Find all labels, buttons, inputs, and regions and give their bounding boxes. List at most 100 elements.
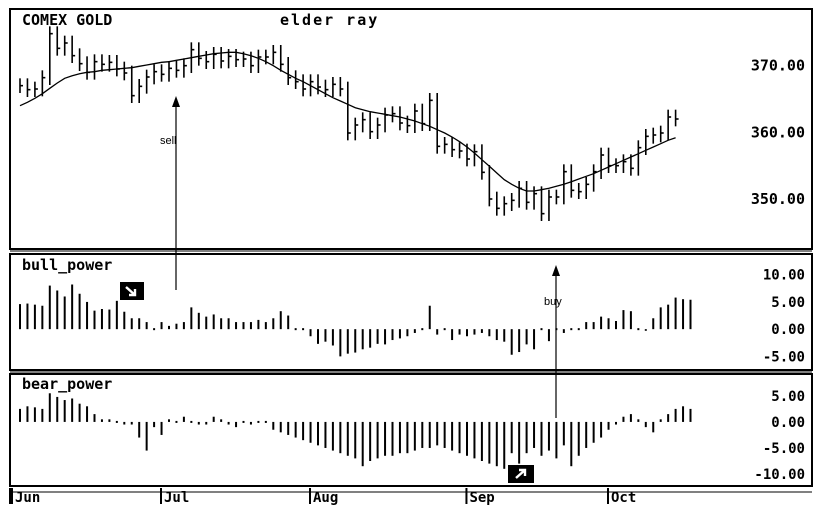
price-bar — [56, 26, 61, 56]
price-bar — [600, 147, 605, 179]
price-bar — [630, 154, 634, 176]
price-bar — [116, 55, 120, 77]
buy-arrow-head — [552, 265, 560, 276]
price-bar — [41, 70, 46, 97]
price-bar — [585, 177, 590, 199]
price-bar — [279, 45, 284, 72]
price-panel-subtitle: elder ray — [280, 11, 379, 29]
ma-line — [19, 51, 676, 192]
price-bar — [607, 147, 612, 173]
price-bar — [674, 109, 679, 127]
price-bar — [26, 78, 31, 97]
y-tick-label: 10.00 — [763, 268, 805, 284]
price-bar — [294, 70, 299, 89]
price-bar — [473, 144, 478, 167]
sell-signal-icon — [120, 282, 144, 300]
price-bar — [160, 64, 165, 82]
bear-panel-title: bear_power — [22, 375, 112, 393]
price-bar — [533, 186, 538, 210]
price-bar — [108, 55, 113, 72]
price-bar — [34, 81, 38, 97]
price-bar — [198, 42, 202, 66]
price-bar — [384, 107, 389, 133]
y-tick-label: 5.00 — [771, 295, 805, 311]
price-bar — [145, 69, 150, 94]
price-bar — [361, 112, 366, 133]
price-bar — [376, 117, 381, 139]
price-bar — [525, 181, 530, 210]
bear-panel-frame — [9, 373, 813, 487]
y-tick-label: -10.00 — [754, 467, 805, 483]
price-bar — [503, 196, 508, 216]
price-bar — [637, 140, 642, 176]
y-tick-label: 0.00 — [771, 415, 805, 431]
price-bar — [481, 144, 485, 180]
price-bar — [644, 129, 649, 155]
price-bar — [272, 45, 277, 65]
price-bar — [71, 35, 76, 63]
price-bar — [458, 142, 463, 159]
bull-panel-frame — [9, 253, 813, 371]
price-bar — [510, 193, 515, 211]
price-bar — [391, 106, 396, 123]
price-bar — [317, 74, 321, 95]
y-tick-label: 5.00 — [771, 389, 805, 405]
price-panel-title: COMEX GOLD — [22, 11, 112, 29]
price-bar — [443, 137, 448, 154]
x-tick-label: Aug — [313, 490, 338, 506]
price-bar — [257, 49, 262, 73]
y-tick-label: 350.00 — [751, 190, 805, 208]
price-bar — [205, 51, 210, 69]
price-bar — [346, 81, 351, 141]
price-bar — [570, 164, 575, 198]
price-bar — [168, 61, 172, 82]
buy-label: buy — [544, 296, 562, 308]
price-bar — [652, 127, 657, 144]
x-tick-label: Jul — [164, 490, 189, 506]
price-bar — [577, 183, 582, 199]
price-bar — [175, 61, 180, 78]
price-bar — [428, 93, 433, 131]
sell-arrow-head — [172, 96, 180, 107]
y-tick-label: 360.00 — [751, 123, 805, 141]
price-bar — [332, 77, 336, 97]
price-bar — [339, 77, 344, 97]
price-bar — [369, 112, 374, 139]
price-bar — [212, 47, 217, 69]
price-bars — [19, 26, 679, 221]
price-bar — [302, 74, 307, 97]
price-bar — [414, 103, 418, 133]
y-tick-labels: 370.00 360.00 350.00 10.00 5.00 0.00 -5.00 5.00… — [751, 57, 805, 483]
price-bar — [287, 57, 292, 85]
price-bar — [622, 154, 627, 173]
y-tick-label: -5.00 — [763, 349, 805, 365]
buy-annotation: buy — [508, 265, 562, 483]
price-bar — [86, 56, 91, 80]
price-bar — [548, 189, 552, 221]
bear-power-bars — [19, 393, 692, 469]
x-tick-label: Jun — [15, 490, 40, 506]
price-bar — [399, 106, 403, 131]
price-bar — [123, 61, 128, 81]
price-bar — [93, 54, 98, 80]
price-bar — [667, 109, 672, 141]
buy-signal-icon — [508, 465, 534, 483]
sell-label: sell — [160, 135, 177, 147]
bull-panel-title: bull_power — [22, 256, 112, 274]
price-bar — [63, 35, 68, 56]
moving-average — [19, 51, 676, 192]
x-tick-label: Sep — [469, 490, 494, 506]
price-bar — [183, 58, 187, 78]
price-bar — [659, 125, 664, 143]
price-bar — [48, 26, 53, 85]
price-bar — [130, 65, 135, 103]
x-tick-label: Oct — [611, 490, 636, 506]
price-bar — [235, 49, 240, 67]
y-tick-label: 0.00 — [771, 322, 805, 338]
price-bar — [488, 165, 493, 207]
price-bar — [495, 191, 500, 216]
price-bar — [518, 181, 523, 208]
sell-annotation: sell — [120, 96, 180, 300]
price-bar — [406, 115, 411, 133]
